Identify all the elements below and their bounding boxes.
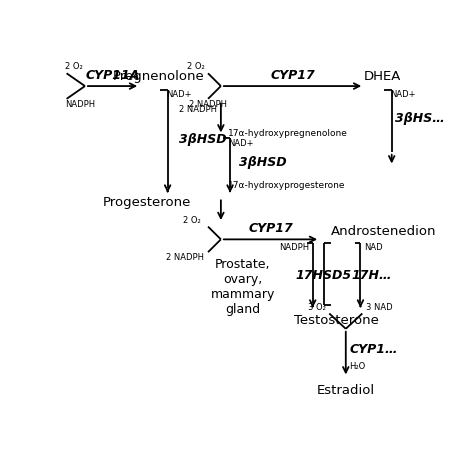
Text: 3 O₂: 3 O₂ [308,302,326,311]
Text: Estradiol: Estradiol [317,383,375,397]
Text: 3βHSD: 3βHSD [179,133,226,146]
Text: Testosterone: Testosterone [294,314,379,327]
Text: CYP11A: CYP11A [85,69,140,82]
Text: 2 O₂: 2 O₂ [187,63,204,72]
Text: Pregnenolone: Pregnenolone [112,70,204,83]
Text: 2 NADPH: 2 NADPH [166,253,204,262]
Text: NAD: NAD [364,243,383,252]
Text: CYP1…: CYP1… [349,343,398,356]
Text: CYP17: CYP17 [270,69,315,82]
Text: NAD+: NAD+ [390,91,415,100]
Text: CYP17: CYP17 [248,222,293,235]
Text: NADPH: NADPH [65,100,95,109]
Text: 17α-hydroxyprogesterone: 17α-hydroxyprogesterone [228,181,346,190]
Text: 17α-hydroxypregnenolone: 17α-hydroxypregnenolone [228,129,348,138]
Text: Progesterone: Progesterone [103,196,191,210]
Text: 2 NADPH: 2 NADPH [179,105,217,114]
Text: 17H…: 17H… [351,269,392,283]
Text: NAD+: NAD+ [166,91,191,100]
Text: 2 O₂: 2 O₂ [65,63,82,72]
Text: Androstenedion: Androstenedion [331,225,437,237]
Text: NADPH: NADPH [279,243,309,252]
Text: 3 NAD: 3 NAD [366,302,392,311]
Text: DHEA: DHEA [364,70,401,83]
Text: 2 O₂: 2 O₂ [183,216,201,225]
Text: 17HSD5: 17HSD5 [296,269,352,283]
Text: 3βHS…: 3βHS… [395,112,445,126]
Text: NAD+: NAD+ [228,139,254,148]
Text: 3βHSD: 3βHSD [239,156,287,169]
Text: H₂O: H₂O [349,362,366,371]
Text: 2 NADPH: 2 NADPH [189,100,227,109]
Text: Prostate,
ovary,
mammary
gland: Prostate, ovary, mammary gland [211,258,275,316]
